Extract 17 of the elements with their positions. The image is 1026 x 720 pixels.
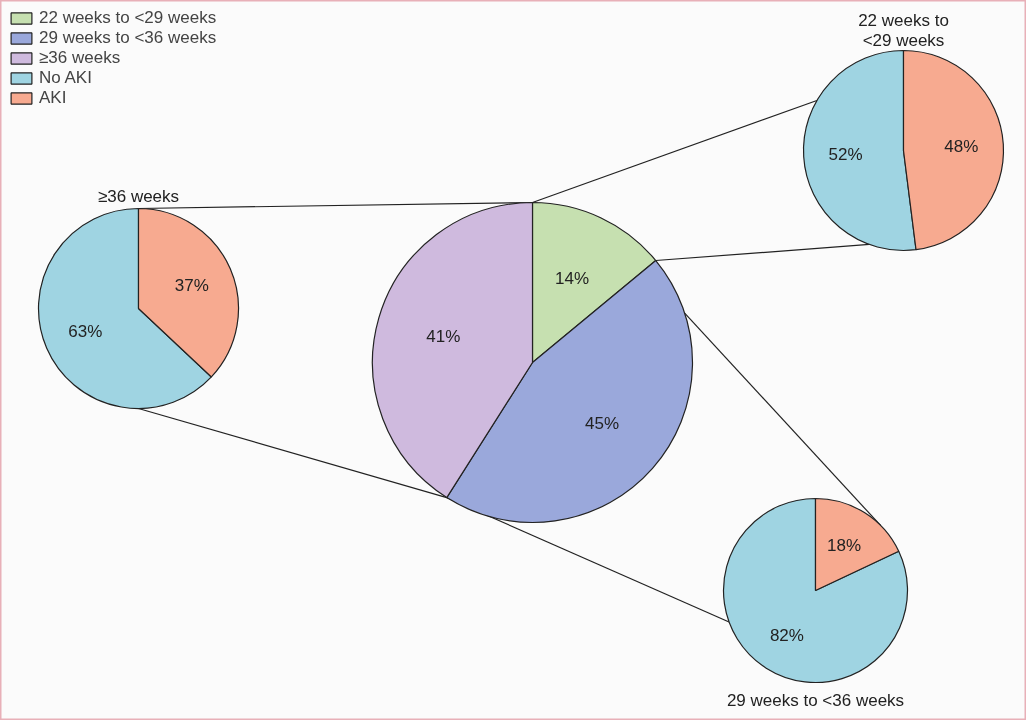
data-label: 18% [827,535,862,555]
data-label: 45% [585,414,620,434]
data-label: 63% [68,322,103,342]
legend-label: No AKI [39,68,92,88]
legend-label: AKI [39,88,67,108]
data-label: 41% [426,327,461,347]
legend-label: 29 weeks to <36 weeks [39,28,217,48]
legend-label: 22 weeks to <29 weeks [39,8,217,28]
chart-title: ≥36 weeks [97,187,180,206]
data-label: 37% [174,275,209,295]
data-label: 48% [944,137,979,157]
data-label: 14% [555,269,590,289]
data-label: 82% [769,626,804,646]
chart-title: 22 weeks to <29 weeks [858,11,949,50]
data-label: 52% [828,144,863,164]
text: 29 weeks to <36 weeks [726,691,905,710]
legend-label: ≥36 weeks [39,48,121,68]
